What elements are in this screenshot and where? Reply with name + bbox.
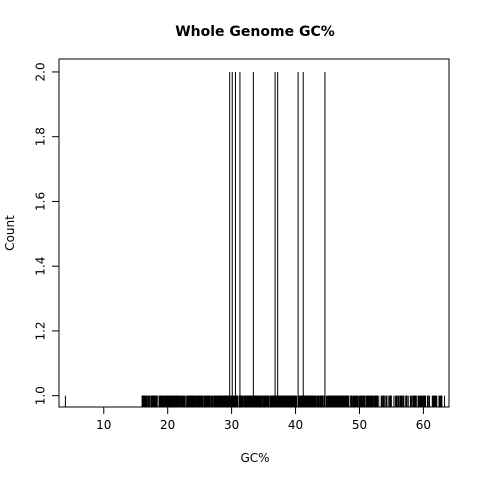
x-tick-label: 50 [352,418,367,432]
y-tick-label: 2.0 [34,62,48,81]
x-axis: 10 20 30 40 50 60 [96,406,431,432]
y-tick-label: 1.8 [34,127,48,146]
y-tick-label: 1.0 [34,386,48,405]
chart-title: Whole Genome GC% [175,24,335,40]
x-axis-label: GC% [240,451,269,465]
bars-group [64,71,446,407]
x-tick-label: 20 [160,418,175,432]
y-axis-label: Count [3,215,17,251]
x-tick-label: 30 [224,418,239,432]
x-tick-label: 60 [416,418,431,432]
plot-frame [58,58,450,408]
x-tick-label: 10 [96,418,111,432]
y-axis: 1.0 1.2 1.4 1.6 1.8 2.0 [34,62,60,405]
x-tick-label: 40 [288,418,303,432]
y-tick-label: 1.6 [34,192,48,211]
y-tick-label: 1.4 [34,257,48,276]
y-tick-label: 1.2 [34,321,48,340]
